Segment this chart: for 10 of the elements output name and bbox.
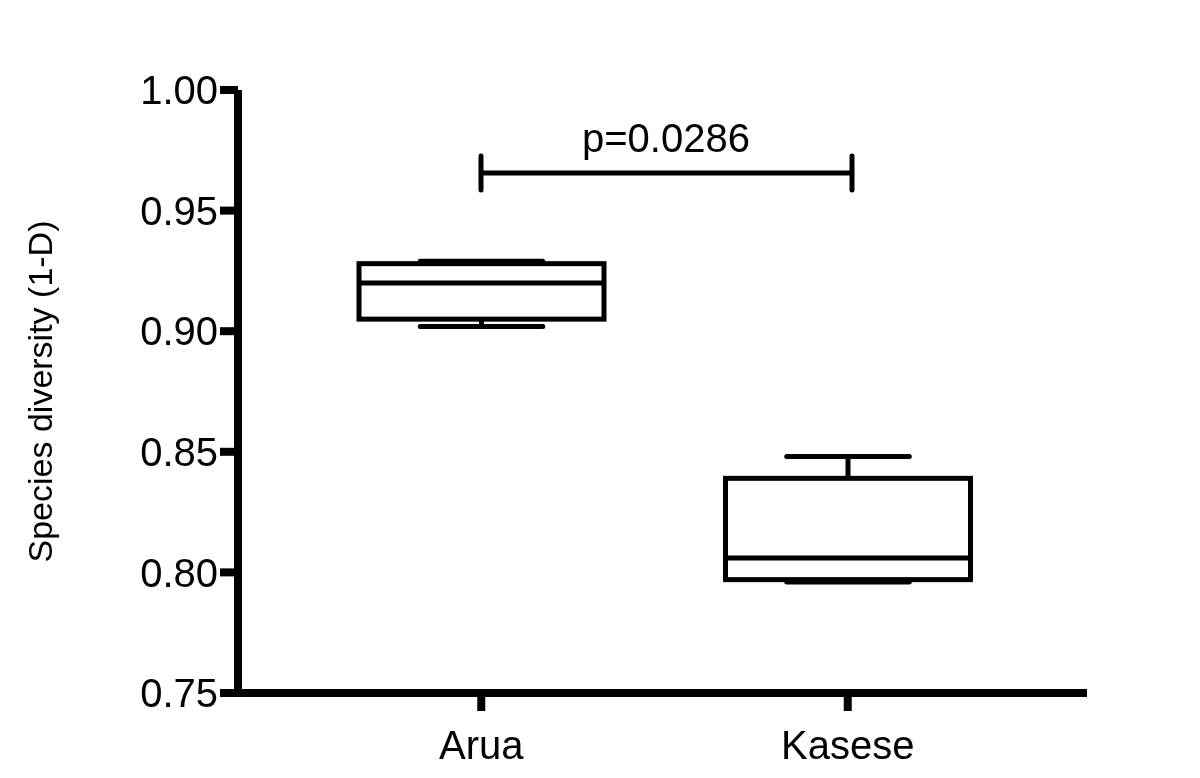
y-tick-label: 0.80 <box>140 550 218 595</box>
y-tick-label: 1.00 <box>140 68 218 113</box>
y-axis-title: Species diversity (1-D) <box>21 220 60 563</box>
x-tick-label: Kasese <box>781 723 915 768</box>
y-tick-label: 0.95 <box>140 188 218 233</box>
x-tick-label: Arua <box>439 723 525 768</box>
y-tick-label: 0.75 <box>140 671 218 716</box>
annotation: p=0.0286 <box>582 116 750 160</box>
y-tick-label: 0.90 <box>140 309 218 354</box>
y-tick-label: 0.85 <box>140 430 218 474</box>
